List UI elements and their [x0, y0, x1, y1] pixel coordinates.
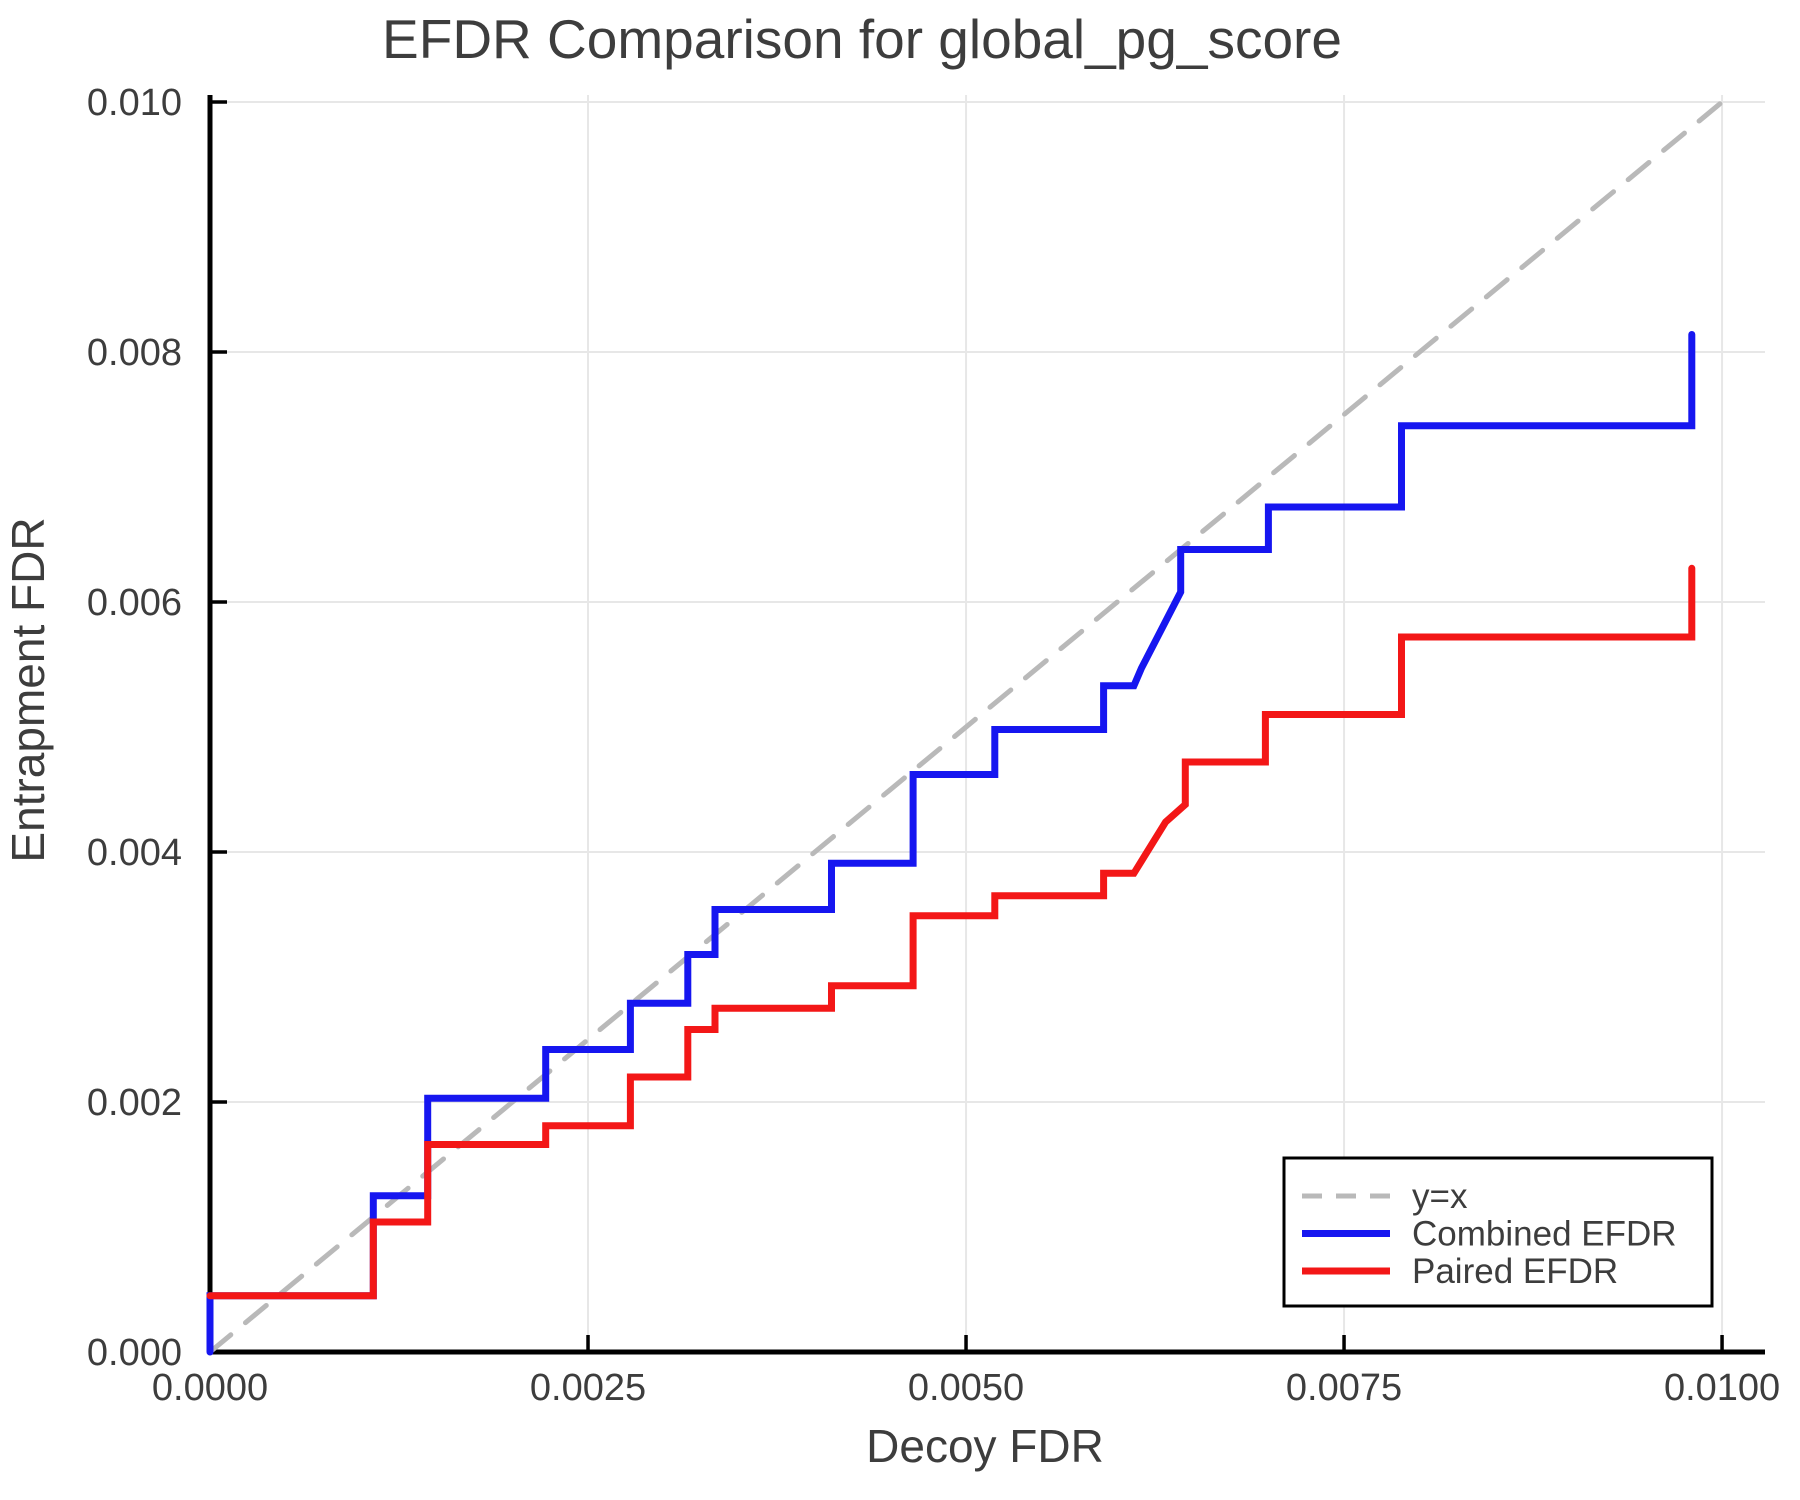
- series-line-paired-efdr: [206, 564, 1696, 1300]
- y-tick-label: 0.010: [87, 82, 182, 124]
- x-axis-label: Decoy FDR: [866, 1420, 1104, 1472]
- y-axis-label: Entrapment FDR: [2, 517, 54, 862]
- x-tick-label: 0.0100: [1664, 1367, 1780, 1409]
- series-layer: [206, 93, 1733, 1356]
- y-tick-label: 0.006: [87, 582, 182, 624]
- chart-title: EFDR Comparison for global_pg_score: [382, 8, 1342, 70]
- grid-layer: [209, 95, 1765, 1353]
- y-tick-label: 0.008: [87, 332, 182, 374]
- x-tick-label: 0.0025: [530, 1367, 646, 1409]
- x-tick-label: 0.0000: [152, 1367, 268, 1409]
- x-tick-label: 0.0075: [1286, 1367, 1402, 1409]
- y-tick-label: 0.002: [87, 1082, 182, 1124]
- x-tick-label: 0.0050: [908, 1367, 1024, 1409]
- tick-label-layer: 0.0000 0.0025 0.0050 0.0075 0.0100 0.000 0.002…: [87, 82, 1780, 1409]
- axes-layer: [207, 95, 1765, 1355]
- legend-label-y-x: y=x: [1412, 1177, 1468, 1216]
- legend-label-paired-efdr: Paired EFDR: [1412, 1252, 1618, 1291]
- y-tick-label: 0.000: [87, 1332, 182, 1374]
- series-line-combined-efdr: [206, 331, 1696, 1356]
- legend-label-combined-efdr: Combined EFDR: [1412, 1215, 1677, 1254]
- y-tick-label: 0.004: [87, 832, 182, 874]
